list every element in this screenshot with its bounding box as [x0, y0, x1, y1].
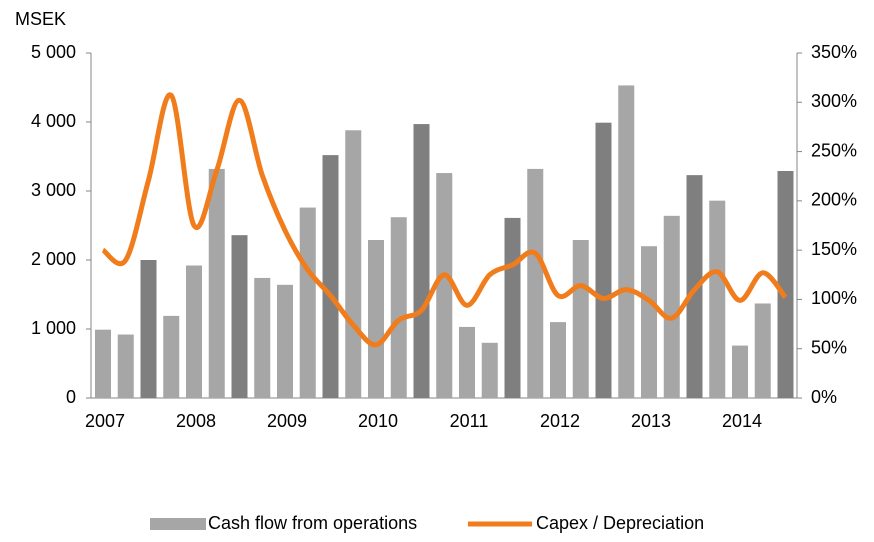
bar — [550, 322, 566, 398]
bar — [459, 326, 475, 398]
y2-tick-label: 150% — [811, 239, 857, 259]
y2-tick-label: 50% — [811, 337, 847, 357]
x-tick-label: 2013 — [631, 411, 671, 431]
bar — [641, 246, 657, 398]
y2-tick-label: 100% — [811, 288, 857, 308]
bar — [663, 215, 680, 398]
y-tick-label: 1 000 — [31, 318, 76, 338]
bar — [732, 345, 748, 398]
legend-swatch — [150, 518, 206, 530]
x-tick-label: 2009 — [267, 411, 307, 431]
bar — [618, 85, 635, 399]
legend-label: Capex / Depreciation — [536, 513, 704, 533]
bar — [208, 168, 225, 398]
y-tick-label: 2 000 — [31, 249, 76, 269]
y2-tick-label: 0% — [811, 387, 837, 407]
y2-tick-label: 200% — [811, 190, 857, 210]
bar — [95, 329, 111, 398]
bar — [504, 217, 521, 398]
x-tick-label: 2010 — [358, 411, 398, 431]
bar — [299, 207, 316, 398]
x-tick-label: 2011 — [450, 411, 489, 431]
y2-tick-label: 250% — [811, 140, 857, 160]
y-tick-label: 5 000 — [31, 42, 76, 62]
bar — [163, 315, 180, 398]
y2-tick-label: 300% — [811, 91, 857, 111]
bar — [709, 200, 726, 398]
x-tick-label: 2008 — [176, 411, 216, 431]
bar — [572, 239, 589, 398]
bar — [277, 284, 293, 398]
bar — [436, 173, 453, 398]
x-tick-label: 2007 — [85, 411, 125, 431]
x-tick-label: 2012 — [540, 411, 580, 431]
x-tick-label: 2014 — [722, 411, 762, 431]
line — [101, 92, 788, 348]
bar — [254, 277, 271, 398]
y-tick-label: 4 000 — [31, 111, 76, 131]
bar — [413, 124, 430, 398]
bar — [754, 303, 771, 398]
bar — [777, 170, 794, 398]
bar — [368, 239, 384, 398]
y-tick-label: 0 — [66, 387, 76, 407]
bar — [186, 265, 202, 398]
bar — [595, 122, 612, 398]
legend-label: Cash flow from operations — [208, 513, 417, 533]
bar — [117, 334, 134, 398]
bar — [140, 260, 157, 398]
y2-tick-label: 350% — [811, 42, 857, 62]
y-axis-label: MSEK — [15, 9, 66, 29]
bar — [231, 235, 248, 398]
bar — [322, 155, 339, 398]
bar — [527, 168, 544, 398]
bar — [345, 130, 362, 398]
y-tick-label: 3 000 — [31, 180, 76, 200]
bar — [481, 342, 498, 398]
bar — [390, 217, 407, 398]
